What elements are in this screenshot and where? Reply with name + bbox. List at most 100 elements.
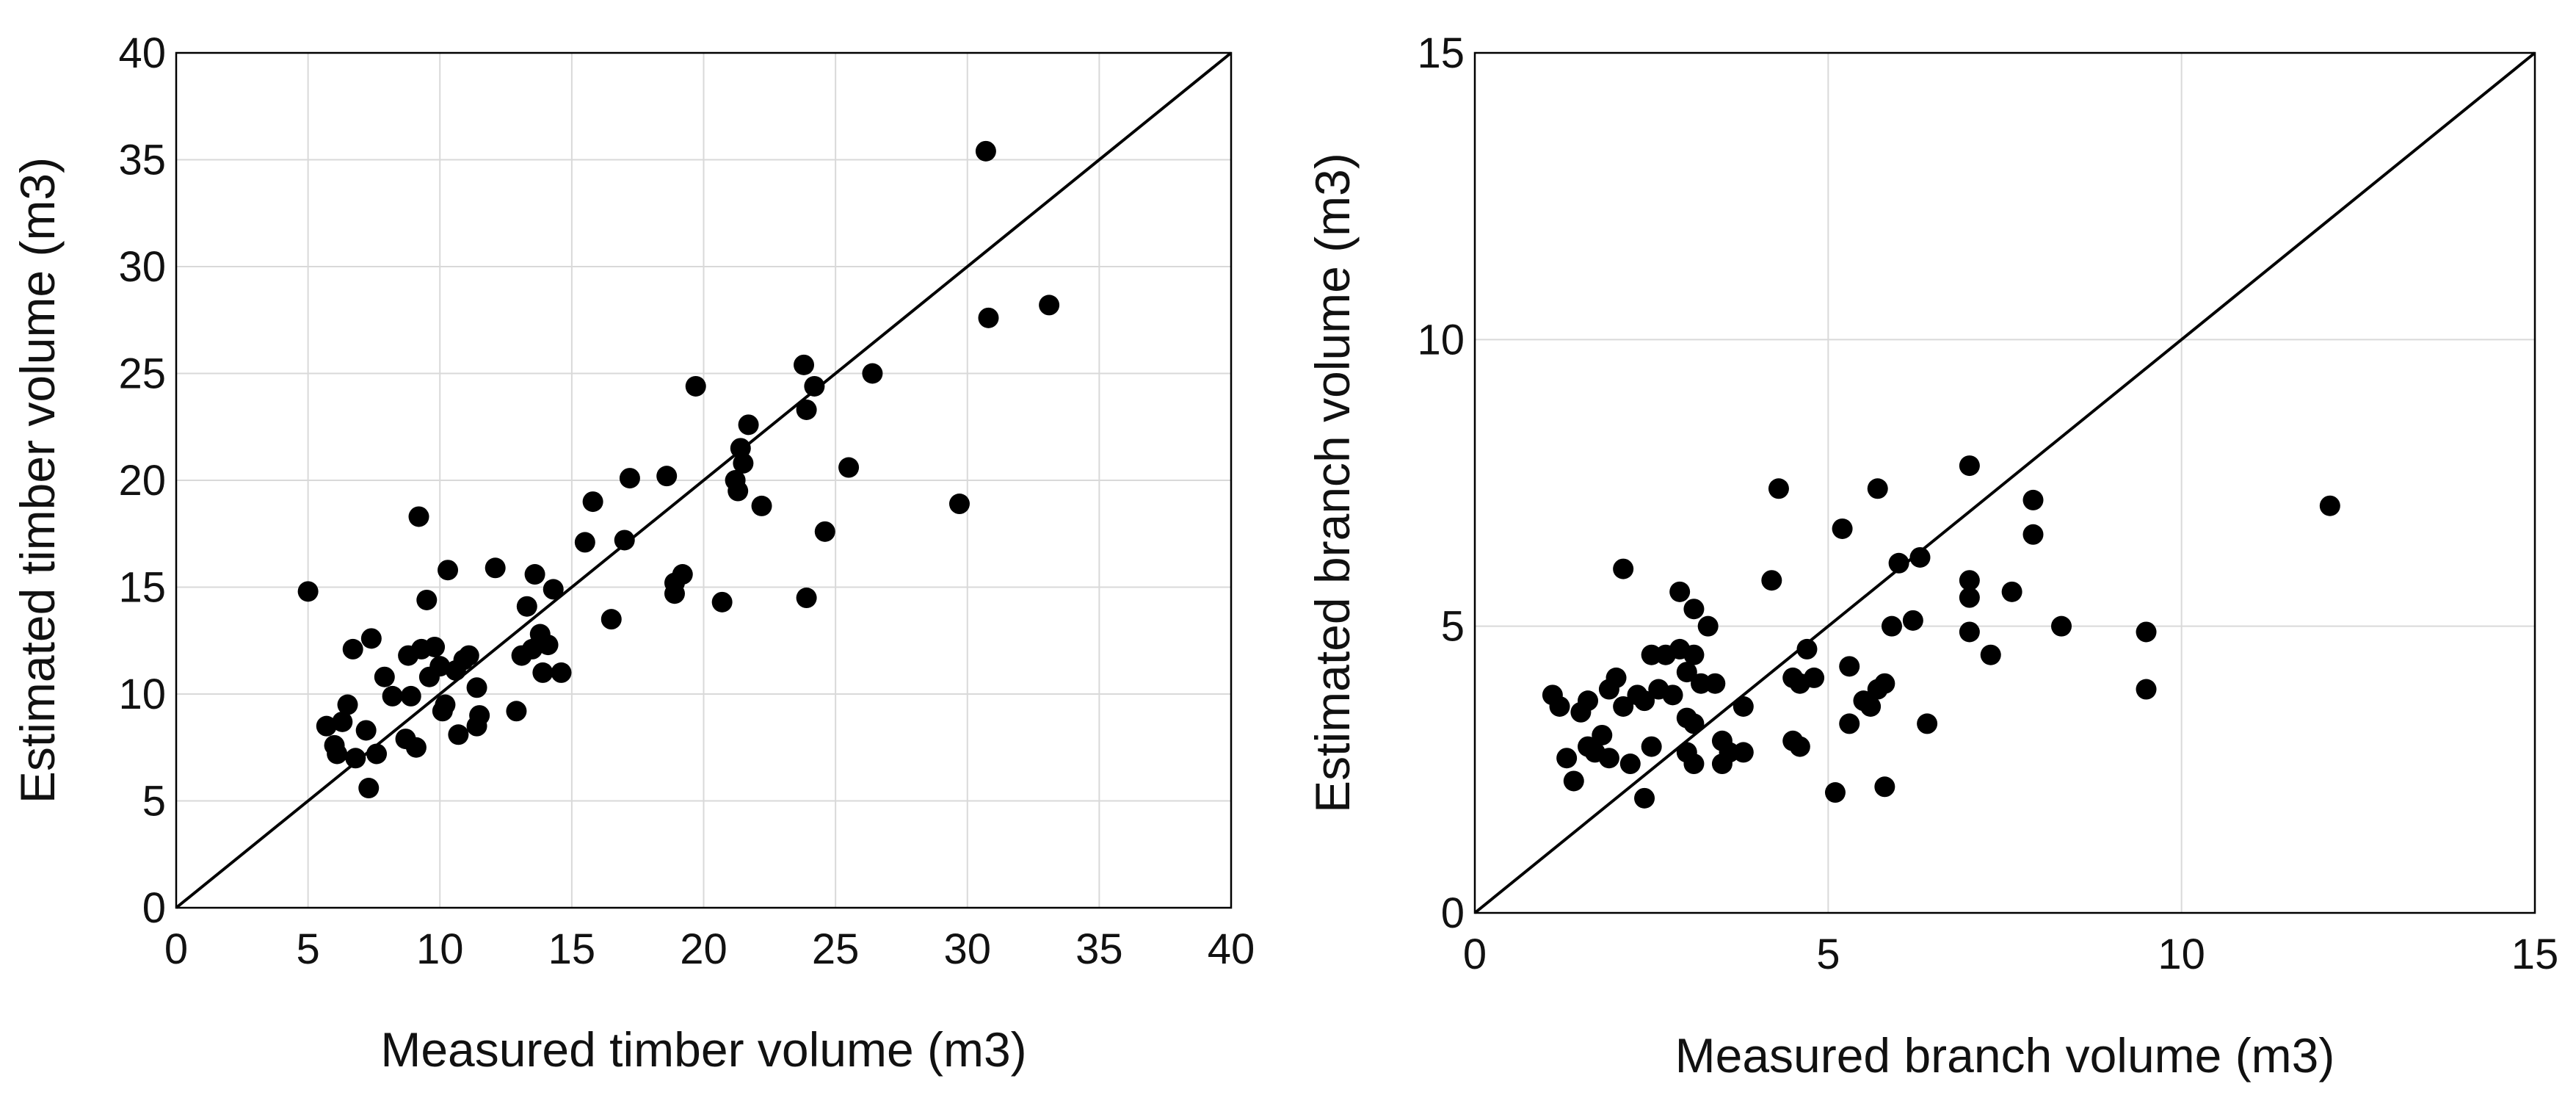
timber-point [506,701,527,722]
branch-plot-area [1473,51,2536,914]
timber-point [374,666,395,687]
branch-x-tick-label: 5 [1816,931,1840,978]
timber-point [408,506,429,527]
timber-point [685,375,706,397]
timber-y-tick-label: 10 [118,671,166,718]
timber-x-tick-label: 30 [943,925,991,973]
timber-point [345,748,366,769]
branch-point [1634,690,1655,712]
branch-point [1549,696,1570,717]
timber-point [804,375,825,397]
branch-point [2136,621,2157,643]
timber-y-tick-label: 20 [118,457,166,505]
branch-point [1733,742,1754,763]
timber-point [537,635,559,656]
timber-point [672,564,693,585]
timber-point [342,638,363,660]
timber-point [429,656,451,677]
timber-point [796,399,817,420]
branch-y-tick-label: 10 [1417,316,1465,364]
timber-point [516,596,537,617]
timber-point [355,720,377,741]
timber-point [438,560,459,581]
branch-y-tick-label: 0 [1441,889,1465,937]
branch-point [1669,581,1691,602]
branch-x-tick-label: 10 [2158,931,2205,978]
branch-one-to-one-line [1473,51,2536,914]
timber-y-axis-label: Estimated timber volume (m3) [10,157,65,803]
timber-y-tick-label: 0 [142,884,166,932]
timber-point [524,564,545,585]
branch-point [1796,638,1818,660]
timber-point [619,468,640,489]
branch-point [1959,587,1980,608]
timber-point [485,557,506,579]
branch-point [1888,552,1909,574]
timber-x-tick-label: 20 [680,925,728,973]
timber-point [814,521,835,542]
timber-point [728,480,749,502]
branch-volume-chart: 0 5 10 15 0 5 10 15 Measured branch volume (m3… [1305,29,2558,1083]
branch-point [1789,736,1810,757]
timber-y-tick-label: 5 [142,778,166,825]
timber-point [416,589,438,610]
branch-y-tick-label: 15 [1417,29,1465,77]
branch-point [1641,644,1662,665]
timber-point [582,491,603,513]
branch-point [2022,489,2044,510]
branch-point [1619,754,1641,775]
branch-y-ticks: 0 5 10 15 [1417,29,1465,937]
branch-y-axis-label: Estimated branch volume (m3) [1305,153,1360,813]
timber-x-axis-label: Measured timber volume (m3) [380,1022,1026,1077]
branch-point [1867,478,1888,499]
branch-point [1909,546,1931,568]
branch-point [1683,713,1705,734]
branch-x-tick-label: 0 [1463,931,1487,978]
branch-point [1761,570,1782,591]
timber-x-tick-label: 15 [548,925,596,973]
branch-point [1768,478,1789,499]
timber-point [614,530,635,551]
timber-point [733,452,754,474]
timber-point [316,715,337,737]
branch-point [1592,724,1613,745]
timber-x-ticks: 0 5 10 15 20 25 30 35 40 [164,925,1255,973]
branch-point [1860,696,1882,717]
timber-point [469,705,490,726]
branch-x-axis-label: Measured branch volume (m3) [1675,1028,2335,1083]
branch-point [2001,581,2022,602]
branch-point [1697,615,1719,637]
branch-point [1881,615,1902,637]
timber-point [435,694,456,715]
timber-y-tick-label: 35 [118,137,166,184]
branch-point [1598,748,1619,769]
branch-point [1676,662,1697,683]
branch-point [1613,558,1634,579]
timber-point [551,662,572,683]
timber-y-tick-label: 30 [118,243,166,291]
timber-point [978,307,999,328]
timber-point [794,354,815,375]
branch-point [1874,673,1895,694]
branch-point [1719,742,1740,763]
timber-point [448,724,469,745]
timber-point [948,494,970,515]
timber-point [297,581,319,602]
branch-points [1542,455,2340,809]
branch-point [2022,524,2044,545]
timber-point [382,685,403,707]
branch-point [1959,621,1980,643]
branch-point [1556,748,1578,769]
timber-point [862,363,883,384]
timber-point [366,743,388,765]
timber-point [332,711,353,732]
branch-y-tick-label: 5 [1441,603,1465,651]
timber-points [297,140,1060,799]
branch-point [1839,713,1860,734]
branch-point [2319,495,2340,516]
branch-point [1733,696,1754,717]
timber-point [360,628,382,649]
timber-point [1039,295,1060,316]
branch-point [1683,599,1705,620]
